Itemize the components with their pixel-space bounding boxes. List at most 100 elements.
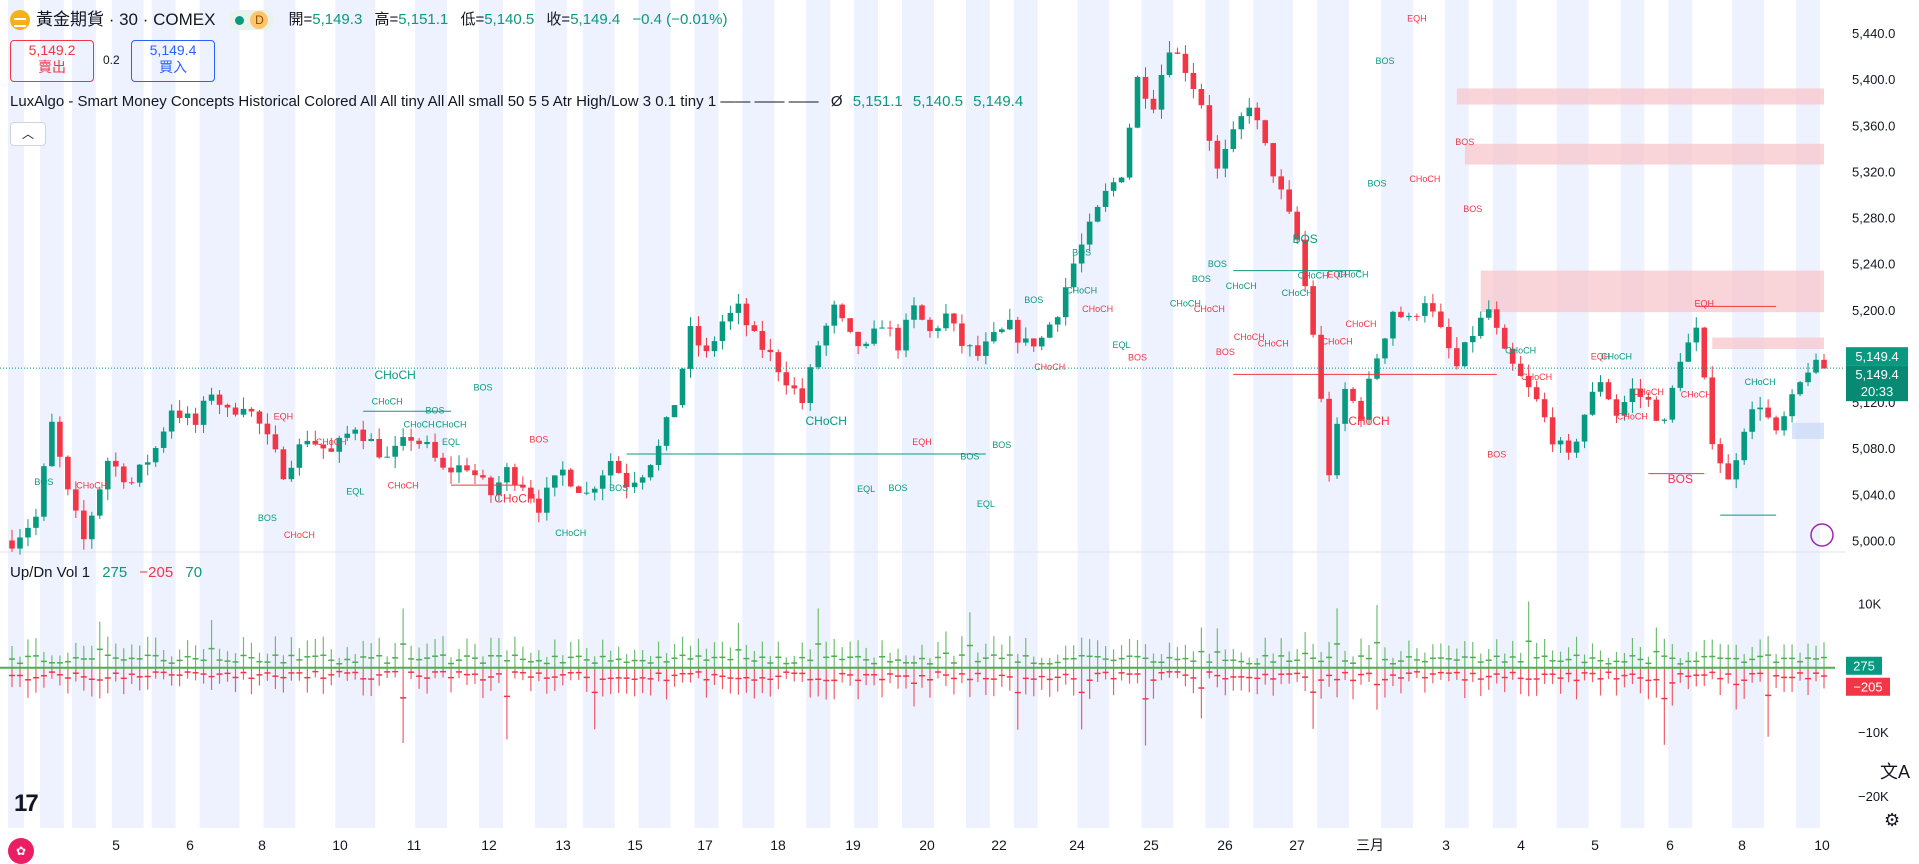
candle-body (456, 465, 462, 473)
session-band (1796, 0, 1821, 828)
candle-body (799, 388, 806, 404)
candle-body (200, 400, 207, 425)
indicator-legend[interactable]: LuxAlgo - Smart Money Concepts Historica… (10, 92, 1023, 112)
structure-label: BOS (473, 383, 492, 393)
candle-body (1214, 140, 1221, 169)
candle-body (1142, 76, 1149, 99)
price-tick-label: 5,040.0 (1852, 487, 1895, 502)
candle-body (1733, 460, 1739, 480)
candle-body (727, 312, 734, 322)
sell-button[interactable]: 5,149.2 賣出 (10, 40, 94, 82)
structure-label: EQH (1407, 14, 1427, 24)
time-axis-label: 10 (332, 837, 348, 853)
candle-body (128, 482, 135, 484)
symbol-header: 黃金期貨 · 30 · COMEX D 開=5,149.3 高=5,151.1 … (10, 10, 727, 30)
candle-body (232, 407, 239, 415)
candle-body (57, 421, 63, 457)
structure-label: EQL (977, 499, 995, 509)
candle-body (1565, 440, 1572, 453)
market-open-icon (235, 15, 245, 25)
candle-body (1454, 348, 1460, 367)
candle-body (1717, 444, 1724, 464)
candle-body (448, 467, 454, 473)
session-band (1732, 0, 1765, 828)
candle-body (1477, 317, 1484, 336)
candle-body (168, 410, 175, 432)
alert-lightning-icon (1810, 523, 1834, 547)
volume-down-value: −205 (139, 564, 174, 581)
time-axis-label: 3 (1442, 837, 1450, 853)
structure-label: EQH (912, 437, 932, 447)
structure-label: BOS (960, 452, 979, 462)
structure-label: EQL (346, 486, 364, 496)
symbol-title[interactable]: 黃金期貨 · 30 · COMEX (36, 10, 216, 29)
structure-label: EQH (274, 411, 294, 421)
ohlc-values: 開=5,149.3 高=5,151.1 低=5,140.5 收=5,149.4 … (288, 11, 728, 28)
time-axis-label: 12 (481, 837, 497, 853)
candle-body (33, 516, 39, 528)
delayed-badge: D (250, 11, 269, 29)
candle-body (1557, 440, 1564, 445)
structure-label: CHoCH (1338, 270, 1369, 280)
candle-body (216, 394, 223, 405)
candle-body (392, 445, 398, 457)
candle-body (1693, 327, 1700, 343)
price-tick-label: 5,360.0 (1852, 118, 1895, 133)
structure-label: CHoCH (404, 419, 435, 429)
session-band (478, 0, 503, 828)
candle-body (911, 305, 917, 320)
time-axis-label: 15 (627, 837, 643, 853)
time-axis-label: 5 (1591, 837, 1599, 853)
candle-body (751, 325, 758, 331)
candle-body (328, 448, 335, 452)
assistant-icon[interactable]: ✿ (8, 838, 34, 864)
session-band (1013, 0, 1038, 828)
candle-body (1366, 378, 1372, 420)
tradingview-logo[interactable]: 17 (14, 790, 39, 817)
candle-body (775, 352, 782, 373)
settings-icon[interactable]: ⚙ (1884, 810, 1901, 830)
structure-label: EQL (857, 484, 875, 494)
translate-icon[interactable]: 文A (1880, 762, 1911, 782)
last-price-tag (1846, 347, 1908, 366)
candle-body (671, 405, 678, 418)
candle-body (1222, 148, 1229, 169)
volume-legend[interactable]: Up/Dn Vol 1 275 −205 70 (10, 563, 202, 583)
collapse-legend-button[interactable]: ︿ (10, 122, 46, 146)
buy-button[interactable]: 5,149.4 買入 (131, 40, 215, 82)
indicator-value: 5,149.4 (973, 93, 1024, 110)
time-axis-label: 13 (555, 837, 571, 853)
volume-up-tag (1846, 656, 1882, 675)
candle-body (480, 475, 486, 478)
session-band (582, 0, 615, 828)
candle-body (89, 515, 95, 540)
candle-body (360, 429, 367, 442)
candle-body (1390, 311, 1396, 339)
structure-label: CHoCH (316, 437, 347, 447)
structure-label: CHoCH (555, 528, 586, 538)
candle-body (1246, 107, 1253, 117)
structure-label: CHoCH (76, 481, 107, 491)
candle-body (871, 328, 877, 344)
candle-body (1661, 419, 1668, 421)
candle-body (1621, 402, 1628, 416)
candle-body (583, 492, 590, 494)
candle-body (919, 305, 925, 320)
candle-body (488, 477, 494, 496)
candle-body (655, 445, 662, 466)
candle-body (599, 475, 606, 489)
candle-body (607, 460, 614, 476)
candle-body (567, 469, 574, 487)
candle-body (695, 326, 702, 346)
price-tick-label: 5,000.0 (1852, 533, 1895, 548)
candle-body (9, 540, 15, 549)
time-axis-label: 20 (919, 837, 935, 853)
candle-body (1541, 399, 1548, 418)
candle-body (1781, 416, 1787, 431)
structure-label: EQH (1327, 270, 1347, 280)
market-status-pill[interactable]: D (229, 10, 275, 30)
time-axis-label: 18 (770, 837, 786, 853)
structure-label: BOS (1487, 449, 1506, 459)
candle-body (256, 411, 263, 424)
